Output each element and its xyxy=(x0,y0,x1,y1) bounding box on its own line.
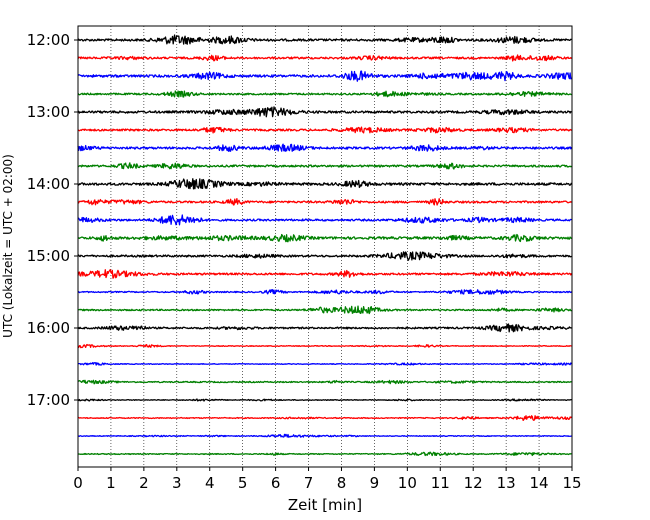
trace-1500 xyxy=(77,251,572,261)
x-tick-label: 4 xyxy=(205,474,215,492)
seismic-traces xyxy=(77,34,573,457)
trace-1430 xyxy=(77,214,572,226)
x-axis-label: Zeit [min] xyxy=(288,496,362,514)
x-tick-label: 14 xyxy=(530,474,549,492)
trace-1615 xyxy=(77,343,572,349)
trace-1300 xyxy=(77,106,573,118)
trace-1345 xyxy=(77,162,572,170)
trace-1230 xyxy=(77,70,573,82)
y-tick-label: 13:00 xyxy=(27,103,70,121)
x-tick-label: 15 xyxy=(562,474,581,492)
trace-1330 xyxy=(77,143,573,152)
trace-1715 xyxy=(77,415,572,422)
trace-1445 xyxy=(77,233,572,243)
y-tick-label: 12:00 xyxy=(27,31,70,49)
x-tick-label: 6 xyxy=(271,474,281,492)
trace-1245 xyxy=(77,90,572,98)
trace-1645 xyxy=(77,379,572,385)
trace-1200 xyxy=(77,34,572,45)
trace-1700 xyxy=(77,398,572,402)
trace-1215 xyxy=(77,54,573,62)
y-tick-label: 17:00 xyxy=(27,391,70,409)
trace-1315 xyxy=(77,126,572,134)
x-tick-label: 11 xyxy=(431,474,450,492)
trace-1730 xyxy=(77,433,572,438)
trace-1530 xyxy=(77,289,572,295)
trace-1400 xyxy=(77,178,573,190)
x-tick-label: 9 xyxy=(370,474,380,492)
x-tick-label: 12 xyxy=(464,474,483,492)
trace-1745 xyxy=(77,451,572,457)
plot-frame xyxy=(77,25,573,468)
y-tick-label: 14:00 xyxy=(27,175,70,193)
x-tick-label: 1 xyxy=(106,474,116,492)
trace-1545 xyxy=(77,305,572,315)
y-tick-label: 15:00 xyxy=(27,247,70,265)
x-tick-label: 3 xyxy=(172,474,182,492)
x-axis: 0 1 2 3 4 5 6 7 8 9 10 11 12 13 14 15 xyxy=(73,467,582,492)
trace-1600 xyxy=(77,323,572,333)
trace-1630 xyxy=(77,362,573,366)
trace-1415 xyxy=(77,198,572,206)
x-tick-label: 2 xyxy=(139,474,149,492)
x-tick-label: 13 xyxy=(497,474,516,492)
x-tick-label: 5 xyxy=(238,474,248,492)
y-tick-label: 16:00 xyxy=(27,319,70,337)
y-axis: 12:00 13:00 14:00 15:00 16:00 17:00 xyxy=(27,31,78,409)
x-tick-label: 7 xyxy=(304,474,314,492)
trace-1515 xyxy=(77,269,573,279)
x-tick-label: 8 xyxy=(337,474,347,492)
y-axis-label: UTC (Lokalzeit = UTC + 02:00) xyxy=(1,154,15,338)
x-tick-label: 0 xyxy=(73,474,83,492)
x-tick-label: 10 xyxy=(398,474,417,492)
